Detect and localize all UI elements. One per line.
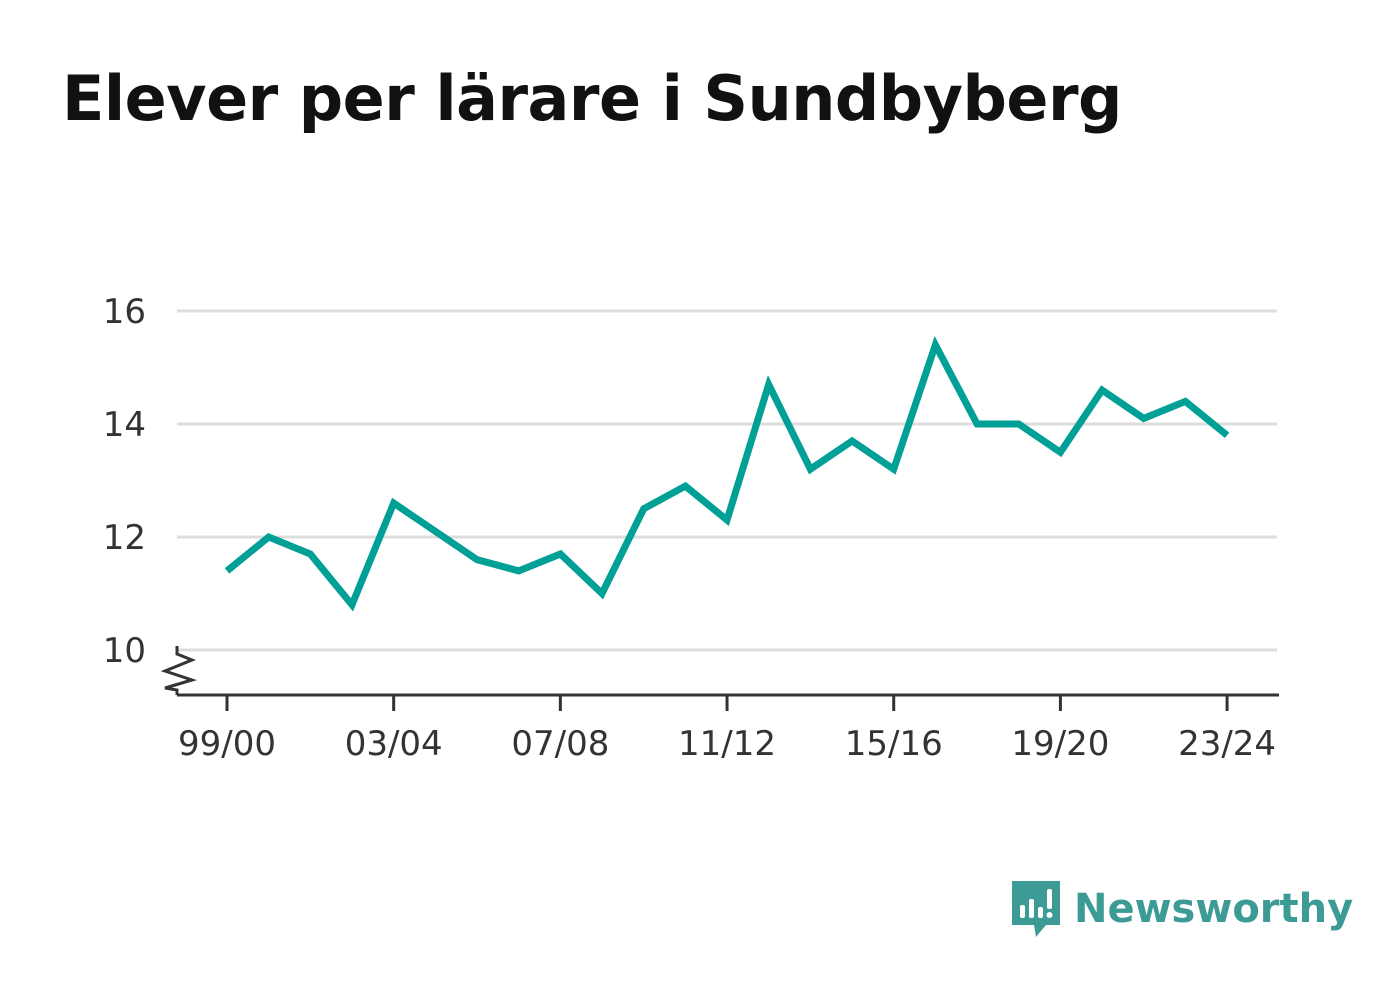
x-tick-label: 07/08 (511, 724, 609, 764)
x-tick-label: 19/20 (1011, 724, 1109, 764)
chart-title: Elever per lärare i Sundbyberg (62, 62, 1122, 135)
newsworthy-brand: Newsworthy (1010, 878, 1353, 940)
y-tick-label: 16 (103, 292, 146, 332)
gridlines (177, 309, 1277, 652)
y-axis-break-symbol (160, 646, 197, 695)
y-axis-labels: 10 12 14 16 (103, 292, 146, 671)
x-tick-label: 15/16 (845, 724, 943, 764)
x-tick-label: 11/12 (678, 724, 776, 764)
series-line-0 (224, 336, 1230, 612)
y-tick-label: 10 (103, 631, 146, 671)
x-axis-labels: 99/00 03/04 07/08 11/12 15/16 19/20 23/24 (178, 724, 1276, 764)
x-tick-label: 03/04 (345, 724, 443, 764)
x-axis (160, 646, 1279, 711)
brand-name: Newsworthy (1074, 886, 1354, 932)
x-tick-label: 99/00 (178, 724, 276, 764)
y-tick-label: 14 (103, 405, 146, 445)
series-layer (224, 336, 1230, 612)
y-tick-label: 12 (103, 518, 146, 558)
x-tick-label: 23/24 (1178, 724, 1276, 764)
newsworthy-logo-icon (1012, 881, 1060, 937)
